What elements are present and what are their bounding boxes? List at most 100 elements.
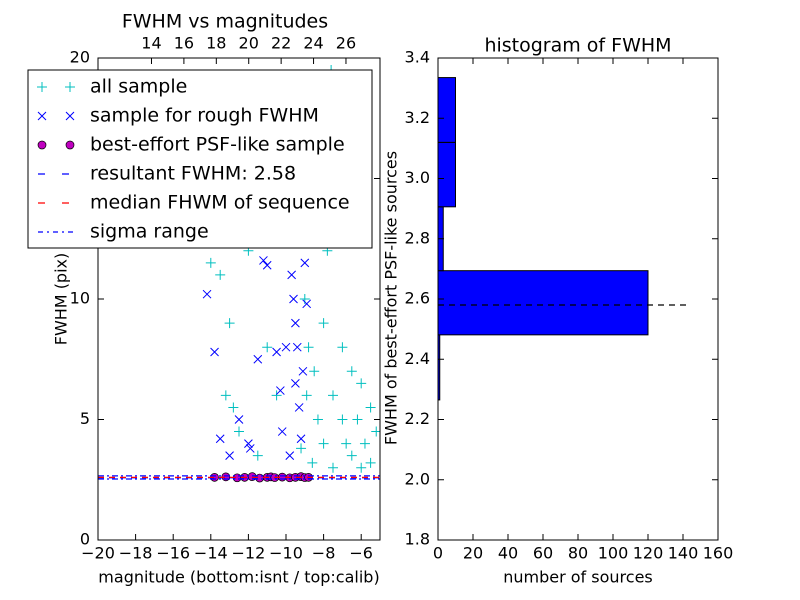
point-cross (277, 427, 287, 436)
x-tick-label: −14 (194, 544, 228, 563)
point-cross (292, 342, 302, 352)
chart-title: FWHM vs magnitudes (122, 11, 328, 33)
point-plus (312, 414, 323, 425)
x-tick-label: 160 (703, 544, 734, 563)
point-plus (337, 414, 348, 425)
point-cross (202, 289, 212, 299)
point-plus (341, 438, 352, 449)
x-tick-label: 80 (568, 544, 588, 563)
point-plus (215, 269, 226, 280)
x-tick-label: −16 (156, 544, 190, 563)
x-tick-label: −20 (81, 544, 115, 563)
point-plus (262, 342, 273, 353)
point-cross (276, 386, 285, 395)
chart-title: histogram of FWHM (484, 35, 671, 57)
x2-tick-label: 20 (239, 34, 259, 53)
x2-tick-label: 16 (174, 34, 194, 53)
x-axis-label: magnitude (bottom:isnt / top:calib) (98, 568, 379, 587)
point-plus (205, 257, 216, 268)
x-tick-label: −12 (232, 544, 266, 563)
point-cross (291, 378, 300, 388)
point-plus (271, 390, 282, 401)
y-axis-label: FWHM (pix) (52, 253, 71, 346)
point-plus (337, 342, 348, 353)
point-cross (294, 403, 304, 412)
point-cross (281, 342, 291, 352)
point-plus (228, 402, 239, 413)
point-cross (287, 270, 296, 280)
x-tick-label: −10 (269, 544, 303, 563)
y-tick-label: 2.2 (405, 409, 430, 428)
point-plus (307, 457, 318, 468)
legend-marker (65, 140, 75, 150)
point-plus (359, 438, 370, 449)
point-plus (318, 318, 329, 329)
y-axis-label: FWHM of best-effort PSF-like sources (382, 151, 401, 445)
point-plus (352, 414, 363, 425)
x-tick-label: 140 (668, 544, 699, 563)
point-plus (234, 426, 244, 437)
point-plus (346, 366, 357, 377)
legend-label: sigma range (90, 221, 209, 243)
point-plus (328, 390, 338, 401)
y-tick-label: 0 (80, 530, 90, 549)
histogram-bar (437, 270, 649, 336)
y-tick-label: 2.6 (405, 289, 430, 308)
x2-tick-label: 18 (206, 34, 226, 53)
x-tick-label: −18 (119, 544, 153, 563)
point-cross (244, 439, 253, 448)
x-tick-label: −6 (349, 544, 373, 563)
legend-label: all sample (90, 76, 187, 98)
point-cross (296, 434, 306, 444)
point-plus (309, 366, 320, 377)
point-cross (289, 294, 298, 304)
point-cross (285, 451, 295, 461)
y-tick-label: 2.4 (405, 349, 430, 368)
x-tick-label: 100 (598, 544, 629, 563)
y-tick-label: 5 (80, 409, 90, 428)
point-cross (245, 444, 255, 453)
legend-marker (37, 82, 47, 92)
point-cross (300, 258, 310, 268)
y-tick-label: 10 (70, 289, 90, 308)
point-plus (346, 450, 357, 461)
point-plus (296, 443, 307, 454)
legend-label: median FHWM of sequence (90, 192, 350, 214)
y-tick-label: 1.8 (405, 530, 430, 549)
x-tick-label: −8 (312, 544, 336, 563)
point-plus (301, 390, 312, 401)
y-tick-label: 3.2 (405, 108, 430, 127)
histogram-bar (437, 141, 456, 208)
x-tick-label: 0 (433, 544, 443, 563)
plot-area (98, 65, 380, 483)
legend-label: resultant FWHM: 2.58 (90, 163, 296, 185)
legend-label: sample for rough FWHM (90, 105, 319, 127)
y-tick-label: 3.4 (405, 48, 430, 67)
point-cross (210, 347, 219, 357)
legend-label: best-effort PSF-like sample (90, 134, 345, 156)
point-cross (215, 434, 225, 444)
point-plus (356, 378, 367, 389)
y-tick-label: 20 (70, 48, 90, 67)
x-axis-label: number of sources (503, 568, 653, 587)
point-cross (253, 354, 263, 364)
legend (27, 69, 373, 249)
y-tick-label: 2.8 (405, 228, 430, 247)
x2-tick-label: 14 (141, 34, 161, 53)
x-tick-label: 40 (498, 544, 518, 563)
x2-tick-label: 22 (271, 34, 291, 53)
x2-tick-label: 26 (336, 34, 356, 53)
point-cross (262, 260, 272, 270)
point-plus (220, 390, 231, 401)
legend-marker (37, 111, 47, 121)
x-tick-label: 60 (533, 544, 553, 563)
point-plus (224, 318, 235, 329)
x-tick-label: 20 (463, 544, 483, 563)
histogram-bar (437, 77, 456, 143)
point-cross (272, 347, 281, 357)
y-tick-label: 2.0 (405, 469, 430, 488)
point-plus (303, 342, 314, 353)
legend-marker (65, 111, 75, 121)
point-plus (365, 457, 376, 468)
